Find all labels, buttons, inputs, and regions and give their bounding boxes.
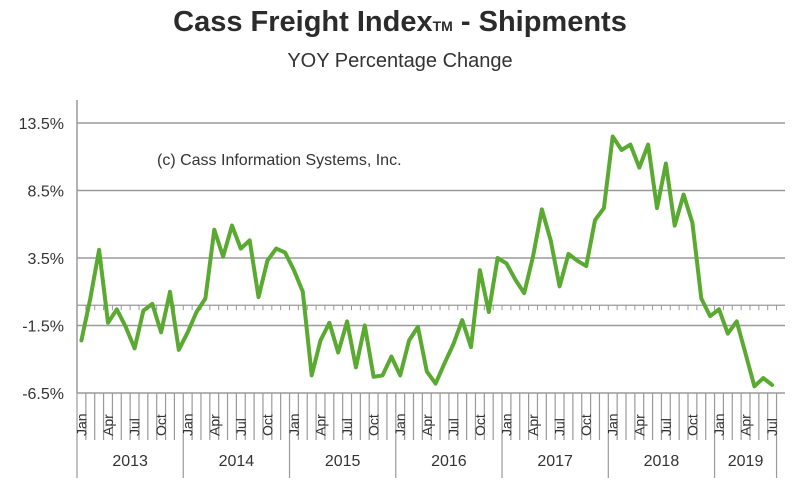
month-label: Jan — [605, 413, 621, 436]
y-tick-label: 8.5% — [28, 184, 64, 201]
year-label: 2015 — [325, 453, 361, 470]
chart-title: Cass Freight IndexTM - Shipments — [0, 6, 800, 39]
month-label: Oct — [366, 414, 382, 436]
month-label: Jul — [339, 418, 355, 436]
title-main: Cass Freight Index — [173, 6, 433, 38]
month-label: Apr — [631, 414, 647, 436]
year-label: 2013 — [112, 453, 148, 470]
month-label: Jan — [180, 413, 196, 436]
year-label: 2019 — [728, 453, 764, 470]
month-label: Oct — [153, 414, 169, 436]
y-tick-label: 13.5% — [19, 116, 64, 133]
month-label: Apr — [206, 414, 222, 436]
month-label: Oct — [684, 414, 700, 436]
shipments-line — [79, 134, 775, 389]
month-label: Jan — [286, 413, 302, 436]
month-label: Jul — [552, 418, 568, 436]
year-label: 2016 — [431, 453, 467, 470]
month-label: Apr — [738, 414, 754, 436]
month-label: Jul — [127, 418, 143, 436]
month-label: Jul — [764, 418, 780, 436]
month-label: Jul — [233, 418, 249, 436]
year-label: 2014 — [219, 453, 255, 470]
title-trademark: TM — [432, 18, 453, 34]
month-label: Jul — [445, 418, 461, 436]
month-label: Apr — [525, 414, 541, 436]
y-tick-label: 3.5% — [28, 251, 64, 268]
month-label: Oct — [259, 414, 275, 436]
year-label: 2018 — [644, 453, 680, 470]
month-label: Jan — [711, 413, 727, 436]
year-label: 2017 — [537, 453, 573, 470]
month-label: Jan — [498, 413, 514, 436]
y-tick-label: -6.5% — [22, 386, 64, 403]
month-label: Apr — [419, 414, 435, 436]
month-label: Jul — [658, 418, 674, 436]
copyright-annotation: (c) Cass Information Systems, Inc. — [157, 152, 402, 169]
chart-subtitle: YOY Percentage Change — [287, 50, 513, 72]
month-label: Jan — [392, 413, 408, 436]
month-label: Oct — [472, 414, 488, 436]
month-label: Jan — [73, 413, 89, 436]
month-label: Apr — [313, 414, 329, 436]
title-suffix: - Shipments — [452, 6, 627, 38]
month-label: Oct — [578, 414, 594, 436]
y-tick-label: -1.5% — [22, 319, 64, 336]
month-label: Apr — [100, 414, 116, 436]
